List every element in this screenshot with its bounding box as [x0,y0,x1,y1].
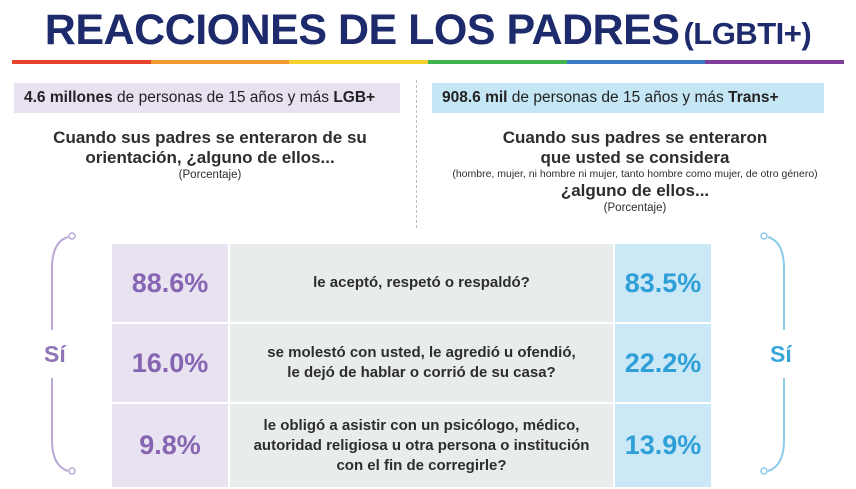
bracket-dot [760,232,768,240]
title-sub: (LGBTI+) [683,16,812,51]
trans-value: 83.5% [615,244,711,322]
trans-population-group: Trans+ [728,89,779,106]
trans-question: Cuando sus padres se enteraron que usted… [420,128,850,215]
left-bracket [51,232,76,475]
lgb-population-text: de personas de 15 años y más [112,89,334,106]
rainbow-stripe [12,60,151,64]
lgb-value: 16.0% [112,324,228,402]
rainbow-divider [12,60,845,64]
rainbow-stripe [428,60,567,64]
rainbow-stripe [289,60,429,64]
trans-population-text: de personas de 15 años y más [507,89,729,106]
rainbow-stripe [566,60,706,64]
question-cell: le aceptó, respetó o respaldó? [230,244,613,322]
trans-value: 22.2% [615,324,711,402]
lgb-value: 88.6% [112,244,228,322]
lgb-si-label: Sí [44,341,66,367]
trans-question-line3: ¿alguno de ellos... [560,181,710,200]
rainbow-stripe [705,60,845,64]
page-title: REACCIONES DE LOS PADRES (LGBTI+) [0,6,856,55]
lgb-question-unit: (Porcentaje) [178,169,242,181]
trans-question-line2: que usted se considera [540,148,730,167]
lgb-population-value: 4.6 millones [24,89,113,106]
bracket-dot [760,467,768,475]
lgb-question: Cuando sus padres se enteraron de su ori… [30,128,390,182]
trans-question-line1: Cuando sus padres se enteraron [502,128,768,147]
trans-question-unit: (Porcentaje) [603,202,667,214]
trans-question-note: (hombre, mujer, ni hombre ni mujer, tant… [452,168,818,180]
lgb-value: 9.8% [112,404,228,487]
question-cell: le obligó a asistir con un psicólogo, mé… [230,404,613,487]
title-main: REACCIONES DE LOS PADRES [44,6,680,54]
comparison-table: 88.6% le aceptó, respetó o respaldó? 83.5%… [112,244,711,487]
lgb-population-group: LGB+ [333,89,376,106]
lgb-question-text: Cuando sus padres se enteraron de su ori… [53,128,367,167]
trans-population-value: 908.6 mil [442,89,508,106]
trans-si-label: Sí [770,341,792,367]
lgb-population-box: 4.6 millones de personas de 15 años y má… [14,83,400,113]
bracket-dot [68,467,76,475]
question-cell: se molestó con usted, le agredió u ofend… [230,324,613,402]
trans-value: 13.9% [615,404,711,487]
rainbow-stripe [150,60,290,64]
bracket-dot [68,232,76,240]
column-divider [416,80,417,228]
trans-population-box: 908.6 mil de personas de 15 años y más T… [432,83,824,113]
right-bracket [760,232,785,475]
